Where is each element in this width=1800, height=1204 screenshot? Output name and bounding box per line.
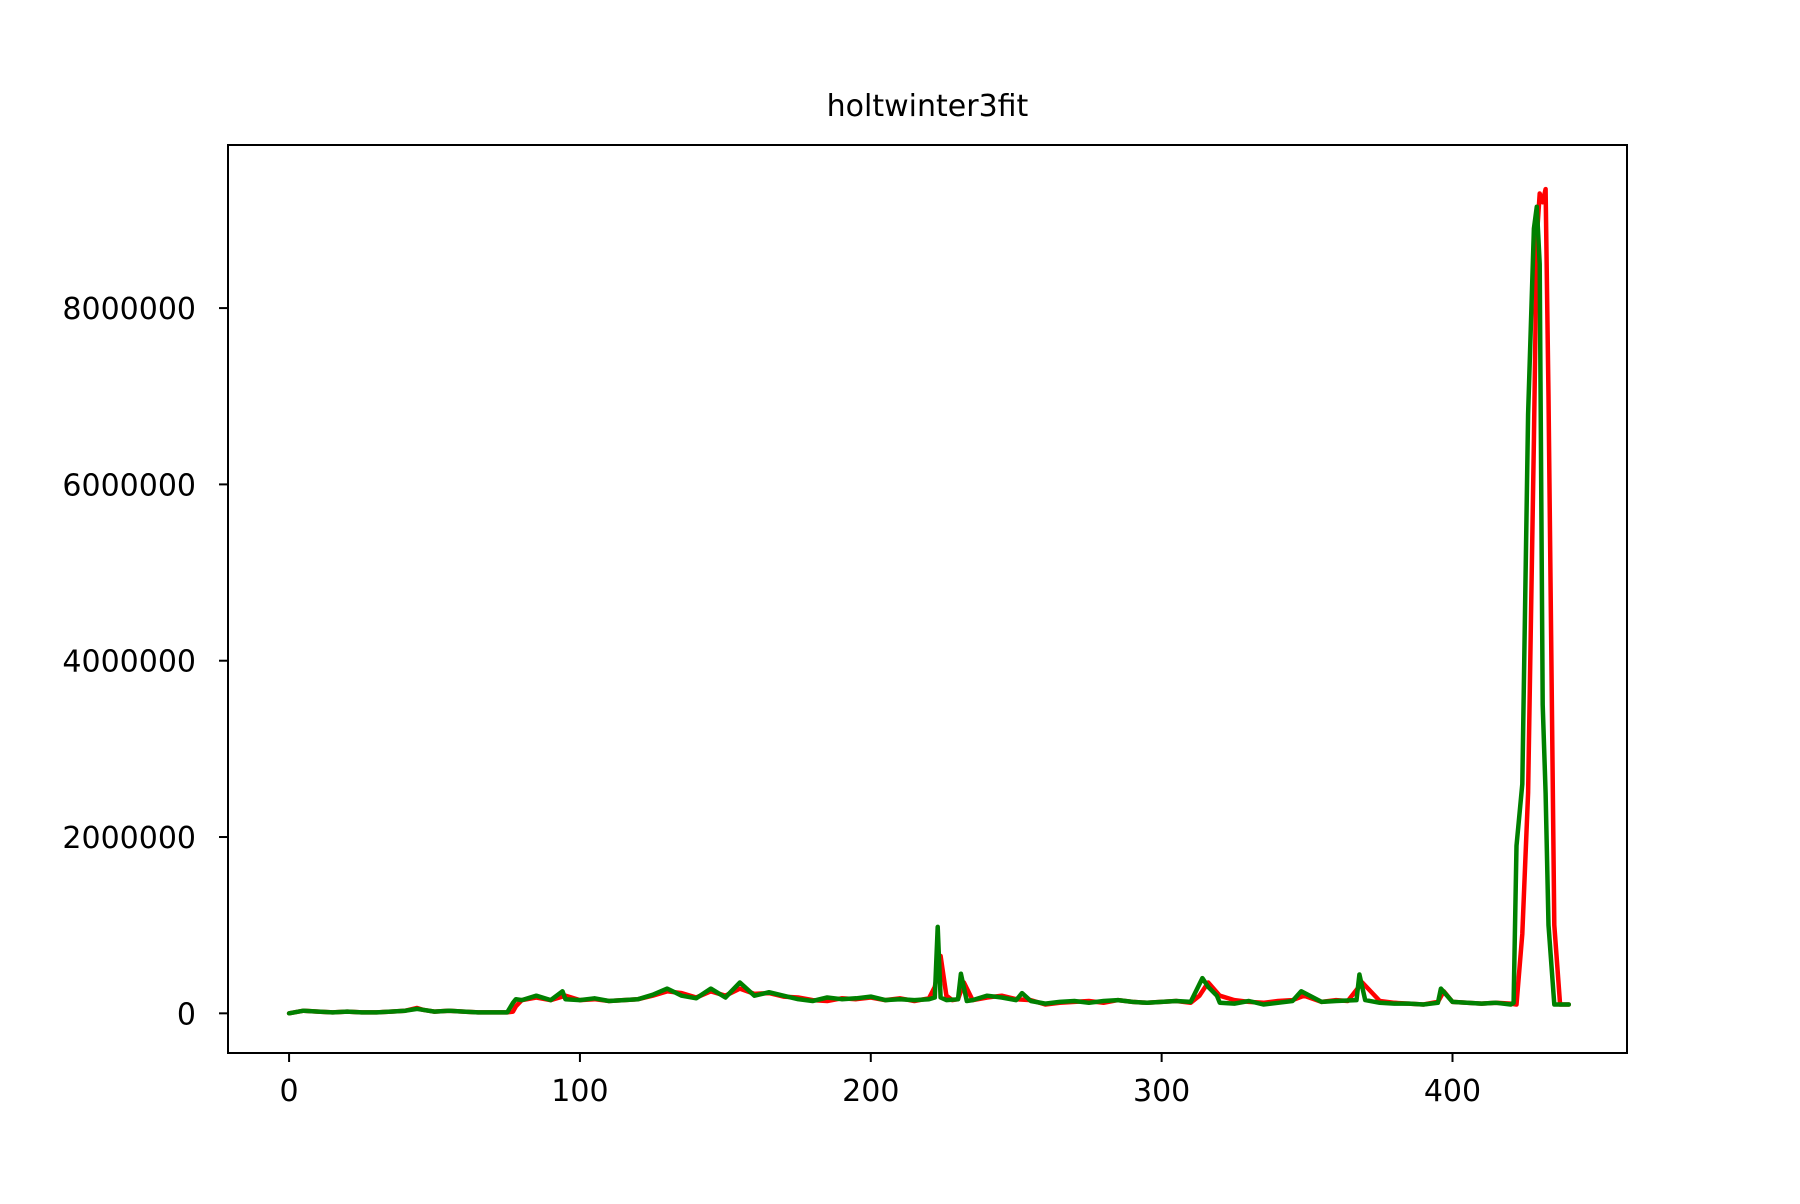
- y-tick-label: 8000000: [62, 292, 196, 327]
- series-line-2: [286, 204, 1572, 1016]
- y-tick-label: 2000000: [62, 821, 196, 856]
- chart-title: holtwinter3fit: [827, 89, 1029, 124]
- y-tick-label: 4000000: [62, 645, 196, 680]
- x-axis: 0 100 200 300 400: [280, 1053, 1481, 1109]
- y-axis: 0 2000000 4000000 6000000 8000000: [62, 292, 228, 1032]
- x-tick-label: 400: [1424, 1074, 1481, 1109]
- plot-frame: [227, 144, 1628, 1054]
- plot-area: [286, 186, 1572, 1016]
- x-tick-label: 100: [551, 1074, 608, 1109]
- x-tick-label: 200: [842, 1074, 899, 1109]
- y-tick-label: 6000000: [62, 468, 196, 503]
- x-tick-label: 300: [1133, 1074, 1190, 1109]
- x-tick-label: 0: [280, 1074, 299, 1109]
- y-tick-label: 0: [177, 997, 196, 1032]
